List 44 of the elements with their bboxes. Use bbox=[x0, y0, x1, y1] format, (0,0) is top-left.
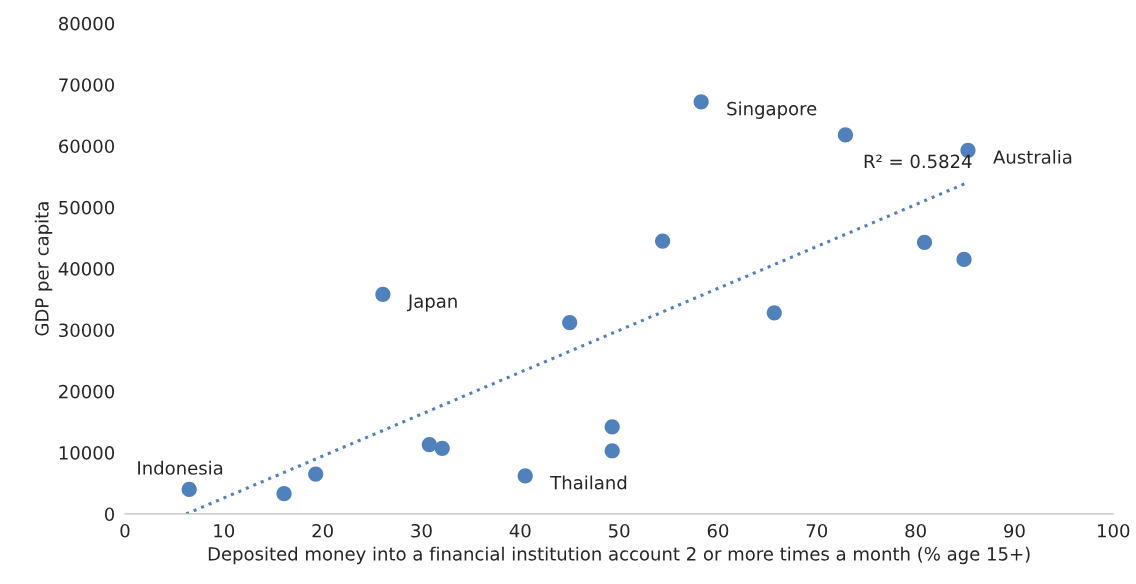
x-tick-label: 100 bbox=[1098, 523, 1130, 538]
point bbox=[604, 443, 620, 459]
annotation: Australia bbox=[993, 149, 1072, 164]
point bbox=[604, 419, 620, 435]
point bbox=[181, 481, 197, 497]
x-tick-label: 50 bbox=[609, 523, 630, 538]
y-tick-label: 60000 bbox=[59, 139, 115, 154]
point bbox=[434, 440, 450, 456]
point bbox=[421, 437, 437, 453]
y-tick-label: 50000 bbox=[59, 200, 115, 215]
x-tick-label: 90 bbox=[1004, 523, 1025, 538]
point bbox=[956, 251, 972, 268]
y-tick-label: 40000 bbox=[58, 262, 115, 276]
point bbox=[276, 486, 292, 502]
x-tick-label: 10 bbox=[214, 523, 235, 538]
annotation: Singapore bbox=[727, 101, 817, 119]
x-tick-label: 0 bbox=[120, 523, 130, 538]
y-tick-label: 30000 bbox=[59, 323, 115, 338]
annotation: Thailand bbox=[550, 475, 627, 490]
point bbox=[308, 466, 324, 482]
x-tick-label: 80 bbox=[905, 523, 926, 538]
annotation: Japan bbox=[406, 294, 457, 312]
point bbox=[837, 127, 854, 143]
x-tick-label: 30 bbox=[411, 523, 432, 538]
x-tick-label: 40 bbox=[509, 523, 531, 538]
x-tick-label: 60 bbox=[707, 523, 729, 538]
y-tick-label: 20000 bbox=[59, 384, 115, 399]
x-tick-label: 20 bbox=[312, 523, 333, 538]
point bbox=[655, 233, 671, 249]
point bbox=[517, 468, 533, 484]
x-tick-label: 70 bbox=[806, 523, 828, 538]
point bbox=[693, 94, 709, 110]
point bbox=[562, 314, 578, 331]
y-tick-label: 10000 bbox=[59, 446, 115, 460]
point bbox=[375, 286, 391, 302]
y-axis-title: GDP per capita bbox=[34, 202, 53, 336]
y-tick-label: 70000 bbox=[59, 78, 115, 92]
x-axis-title: Deposited money into a financial institution account 2 or more times a month (% age 15+) bbox=[208, 546, 1030, 565]
annotation: Indonesia bbox=[138, 460, 223, 475]
y-tick-label: 0 bbox=[104, 507, 115, 522]
y-tick-label: 80000 bbox=[59, 16, 115, 31]
point bbox=[766, 305, 782, 321]
point bbox=[916, 234, 933, 250]
annotation: R² = 0.5824 bbox=[864, 154, 972, 169]
